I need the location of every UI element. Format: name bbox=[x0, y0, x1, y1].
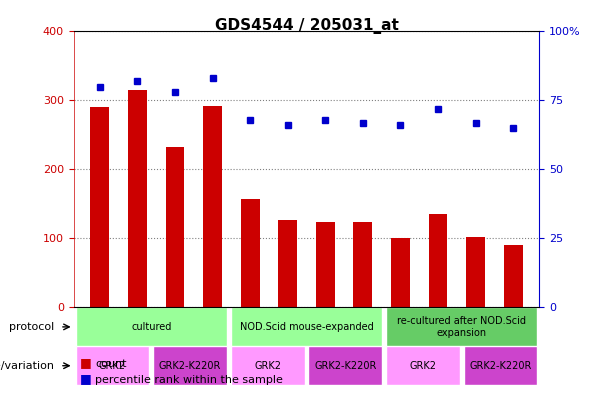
Bar bbox=[391, 239, 410, 307]
Bar bbox=[428, 214, 447, 307]
Bar bbox=[278, 220, 297, 307]
Text: count: count bbox=[95, 360, 126, 369]
FancyBboxPatch shape bbox=[153, 346, 227, 385]
Text: cultured: cultured bbox=[131, 322, 172, 332]
Text: ■: ■ bbox=[80, 356, 91, 369]
Text: genotype/variation: genotype/variation bbox=[0, 361, 54, 371]
FancyBboxPatch shape bbox=[386, 307, 538, 346]
Bar bbox=[128, 90, 147, 307]
Bar bbox=[354, 222, 372, 307]
Bar bbox=[241, 199, 259, 307]
Text: GRK2: GRK2 bbox=[99, 361, 126, 371]
Text: GRK2: GRK2 bbox=[254, 361, 281, 371]
Bar bbox=[316, 222, 335, 307]
FancyBboxPatch shape bbox=[230, 307, 383, 346]
Text: protocol: protocol bbox=[9, 322, 54, 332]
Text: percentile rank within the sample: percentile rank within the sample bbox=[95, 375, 283, 385]
Bar bbox=[504, 245, 522, 307]
Bar bbox=[203, 106, 222, 307]
Text: GDS4544 / 205031_at: GDS4544 / 205031_at bbox=[215, 18, 398, 34]
FancyBboxPatch shape bbox=[75, 346, 150, 385]
FancyBboxPatch shape bbox=[464, 346, 538, 385]
FancyBboxPatch shape bbox=[308, 346, 383, 385]
Text: ■: ■ bbox=[80, 372, 91, 385]
Text: GRK2: GRK2 bbox=[409, 361, 436, 371]
Text: GRK2-K220R: GRK2-K220R bbox=[159, 361, 221, 371]
Text: re-cultured after NOD.Scid
expansion: re-cultured after NOD.Scid expansion bbox=[397, 316, 527, 338]
Text: GRK2-K220R: GRK2-K220R bbox=[314, 361, 376, 371]
FancyBboxPatch shape bbox=[230, 346, 305, 385]
Text: NOD.Scid mouse-expanded: NOD.Scid mouse-expanded bbox=[240, 322, 373, 332]
Text: GRK2-K220R: GRK2-K220R bbox=[470, 361, 532, 371]
FancyBboxPatch shape bbox=[75, 307, 227, 346]
Bar bbox=[166, 147, 185, 307]
Bar bbox=[466, 237, 485, 307]
FancyBboxPatch shape bbox=[386, 346, 460, 385]
Bar bbox=[91, 107, 109, 307]
